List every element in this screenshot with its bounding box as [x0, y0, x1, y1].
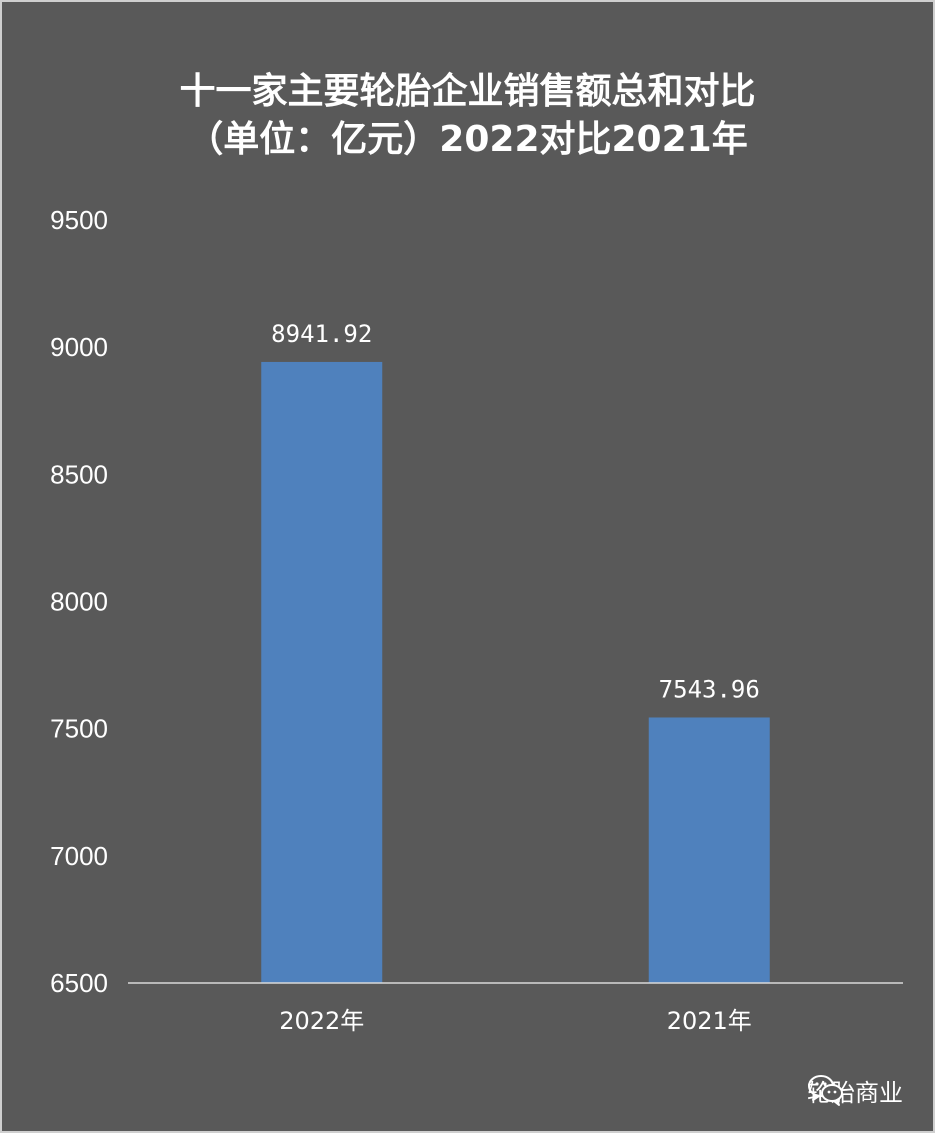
x-tick-label: 2021年 — [667, 1007, 752, 1035]
y-tick-label: 8000 — [50, 587, 108, 617]
watermark: 轮胎商业 — [807, 1073, 903, 1108]
chart-title: 十一家主要轮胎企业销售额总和对比 — [179, 71, 756, 112]
chart-title-block: 十一家主要轮胎企业销售额总和对比 （单位：亿元）2022对比2021年 — [0, 68, 935, 164]
y-tick-label: 7000 — [50, 841, 108, 871]
y-tick-label: 9500 — [50, 205, 108, 235]
x-tick-label: 2022年 — [279, 1007, 364, 1035]
y-tick-label: 6500 — [50, 968, 108, 998]
y-tick-label: 9000 — [50, 332, 108, 362]
y-tick-label: 7500 — [50, 714, 108, 744]
chart-subtitle: （单位：亿元）2022对比2021年 — [187, 119, 748, 160]
y-tick-label: 8500 — [50, 459, 108, 489]
wechat-icon — [808, 1075, 843, 1106]
data-label: 7543.96 — [659, 675, 760, 703]
data-label: 8941.92 — [271, 320, 372, 348]
bar — [261, 361, 383, 983]
bar — [648, 717, 770, 983]
